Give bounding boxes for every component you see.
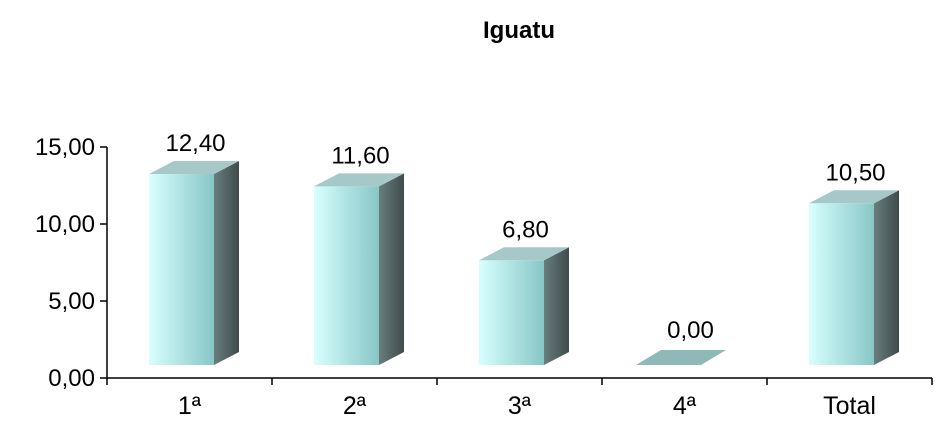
- bar-front-face: [149, 174, 214, 365]
- data-label: 6,80: [502, 216, 549, 243]
- data-label: 0,00: [667, 317, 714, 344]
- bar: [809, 190, 899, 365]
- data-label: 10,50: [825, 159, 885, 186]
- x-tick-label: 4ª: [673, 392, 697, 420]
- bar-top-face: [149, 161, 239, 175]
- bar: [149, 161, 239, 365]
- y-tick-label: 0,00: [48, 365, 95, 392]
- bar-side-face: [214, 161, 239, 365]
- x-tick-label: 2ª: [343, 392, 367, 420]
- bar-top-face: [809, 190, 899, 204]
- x-tick-label: 3ª: [508, 392, 532, 420]
- y-tick-label: 10,00: [35, 211, 95, 238]
- data-label: 12,40: [165, 130, 225, 157]
- bar-side-face: [379, 173, 404, 365]
- y-tick-label: 5,00: [48, 288, 95, 315]
- bar: [636, 350, 726, 365]
- x-tick-label: 1ª: [178, 392, 202, 420]
- bar-top-face: [636, 350, 726, 365]
- bar-side-face: [874, 190, 899, 365]
- bar-side-face: [544, 247, 569, 365]
- chart-title: Iguatu: [483, 17, 555, 44]
- bar-front-face: [314, 186, 379, 365]
- bar: [314, 173, 404, 365]
- bar-top-face: [479, 247, 569, 261]
- bar-front-face: [479, 260, 544, 365]
- bar-front-face: [809, 203, 874, 365]
- bar-top-face: [314, 173, 404, 187]
- y-tick-label: 15,00: [35, 134, 95, 161]
- bar: [479, 247, 569, 365]
- x-tick-label: Total: [823, 392, 876, 420]
- data-label: 11,60: [331, 142, 389, 169]
